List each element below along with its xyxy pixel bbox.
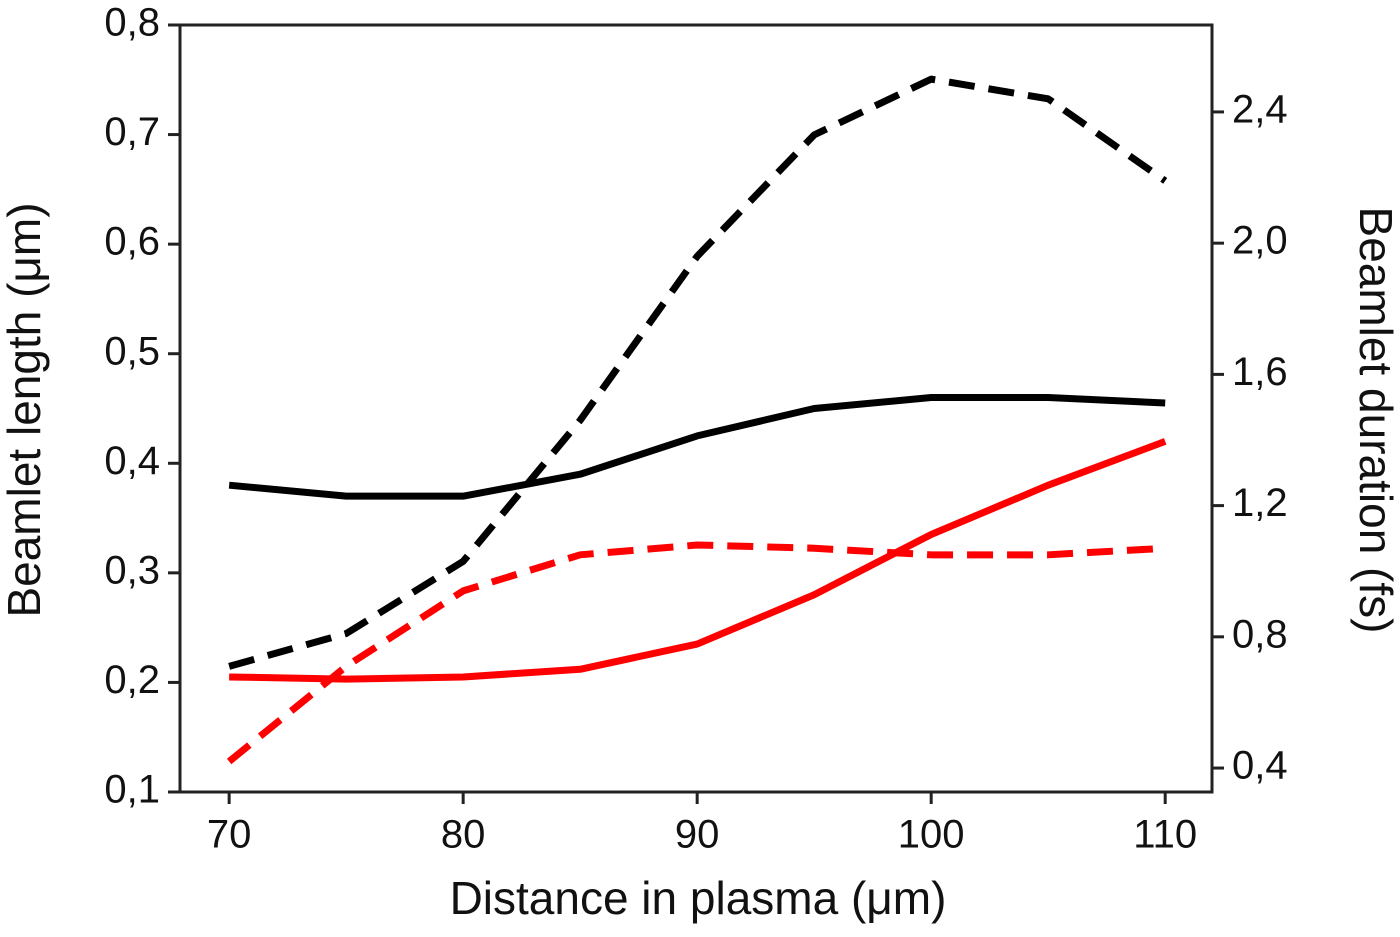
- y-axis-title: Beamlet length (μm): [0, 202, 50, 617]
- y2-axis-title: Beamlet duration (fs): [1350, 207, 1400, 634]
- series-line: [229, 438, 1167, 683]
- y-tick-label: 0,4: [104, 439, 160, 483]
- y2-tick-label: 1,2: [1232, 481, 1288, 525]
- x-tick-label: 90: [675, 813, 720, 857]
- x-tick-label: 110: [1133, 813, 1197, 857]
- y-tick-label: 0,5: [104, 329, 160, 373]
- y-tick-label: 0,6: [104, 220, 160, 264]
- x-tick-label: 80: [441, 813, 486, 857]
- x-axis-title: Distance in plasma (μm): [450, 872, 947, 924]
- series-line: [228, 75, 1168, 670]
- y2-tick-label: 2,0: [1232, 219, 1288, 263]
- y2-tick-label: 1,6: [1232, 350, 1288, 394]
- y-tick-label: 0,1: [104, 768, 160, 812]
- y2-tick-label: 0,4: [1232, 744, 1288, 788]
- x-tick-label: 100: [898, 813, 965, 857]
- series-line: [228, 394, 1166, 500]
- y2-tick-label: 0,8: [1232, 612, 1288, 656]
- y2-tick-label: 2,4: [1232, 87, 1288, 131]
- y-tick-label: 0,3: [104, 548, 160, 592]
- series-line: [226, 541, 1166, 765]
- y-tick-label: 0,2: [104, 658, 160, 702]
- y-tick-label: 0,7: [104, 110, 160, 154]
- y-tick-label: 0,8: [104, 1, 160, 45]
- x-tick-label: 70: [207, 813, 252, 857]
